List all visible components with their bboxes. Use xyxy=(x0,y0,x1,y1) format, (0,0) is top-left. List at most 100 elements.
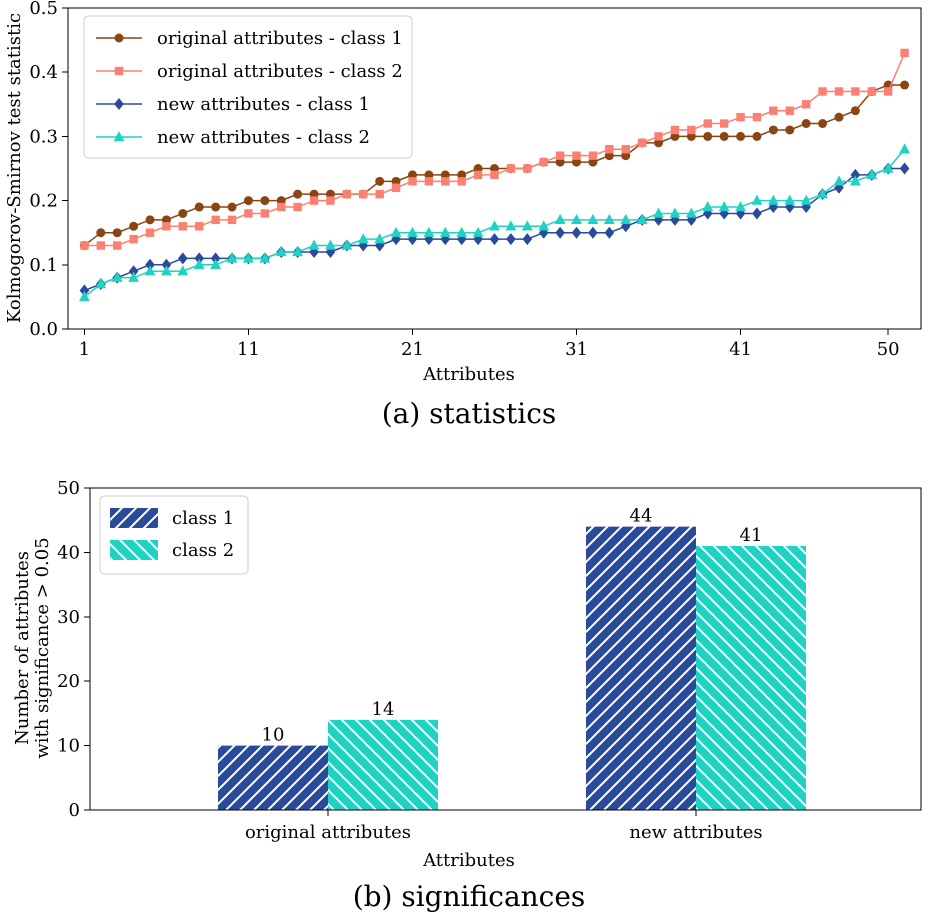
data-point xyxy=(277,202,286,212)
data-point xyxy=(325,239,336,250)
legend-label: new attributes - class 2 xyxy=(157,127,370,148)
x-axis-title: Attributes xyxy=(422,850,515,871)
data-point xyxy=(505,220,517,231)
data-point xyxy=(226,252,238,263)
legend-entry-class-1: class 1 xyxy=(110,508,234,529)
caption-a: (a) statistics xyxy=(382,397,557,430)
data-point xyxy=(785,125,795,135)
y-tick-label: 40 xyxy=(57,542,80,563)
data-point xyxy=(227,215,237,225)
legend-entry-new-attributes-class-2: new attributes - class 2 xyxy=(96,127,370,148)
y-axis-title: Kolmogorov-Smirnov test statistic xyxy=(4,13,25,323)
data-point xyxy=(506,164,516,173)
data-point xyxy=(129,234,138,244)
data-point xyxy=(375,176,385,186)
data-point xyxy=(275,245,287,257)
data-point xyxy=(424,177,434,186)
data-point xyxy=(538,220,550,231)
data-point xyxy=(572,151,581,160)
y-tick-label: 0 xyxy=(69,800,80,821)
data-point xyxy=(636,213,648,225)
data-point xyxy=(79,284,90,297)
data-point xyxy=(637,138,647,148)
data-point xyxy=(752,131,762,141)
data-point xyxy=(817,188,828,199)
axis-ticks: original attributes new attributes 0 10 20 30… xyxy=(57,478,762,843)
data-point xyxy=(243,252,254,263)
data-point xyxy=(621,145,630,154)
y-tick-label: 0.2 xyxy=(29,191,58,212)
legend-entry-original-attributes-class-2: original attributes - class 2 xyxy=(96,61,403,82)
data-point xyxy=(506,233,516,246)
data-point xyxy=(899,162,910,175)
data-point xyxy=(620,213,632,225)
data-point xyxy=(161,265,172,276)
data-point xyxy=(128,271,140,282)
legend-label: original attributes - class 1 xyxy=(157,28,403,49)
data-point xyxy=(702,207,713,220)
data-point xyxy=(375,189,384,199)
bar xyxy=(328,719,438,810)
y-tick-label: 0.1 xyxy=(29,255,58,276)
legend-label: original attributes - class 2 xyxy=(157,61,403,82)
data-point xyxy=(588,151,598,160)
bar xyxy=(696,545,806,810)
data-point xyxy=(603,213,615,225)
data-point xyxy=(719,131,729,141)
data-point xyxy=(326,196,335,205)
y-tick-label: 0.0 xyxy=(29,319,58,340)
data-point xyxy=(178,208,188,218)
data-point xyxy=(341,239,353,250)
y-tick-label: 30 xyxy=(57,607,80,628)
data-point xyxy=(882,162,894,173)
y-tick-label: 50 xyxy=(57,478,80,499)
data-point xyxy=(735,201,746,212)
data-point xyxy=(818,87,827,96)
data-point xyxy=(768,125,778,135)
legend-marker xyxy=(114,66,124,76)
data-point xyxy=(554,213,566,225)
data-point xyxy=(801,119,811,129)
data-point xyxy=(751,194,763,205)
data-point xyxy=(374,233,386,244)
data-point xyxy=(669,207,681,218)
legend-entry-class-2: class 2 xyxy=(110,540,234,561)
legend: class 1 class 2 xyxy=(99,495,249,575)
data-point xyxy=(538,226,549,239)
data-point xyxy=(472,226,484,237)
data-point xyxy=(834,87,844,96)
data-point xyxy=(260,209,270,218)
data-point xyxy=(521,220,533,231)
bar xyxy=(586,526,696,810)
bar-value-label: 10 xyxy=(262,725,285,746)
data-point xyxy=(571,213,582,225)
data-point xyxy=(555,151,565,160)
data-point xyxy=(260,196,270,206)
bar-value-label: 41 xyxy=(740,525,763,546)
plot-frame xyxy=(67,7,922,330)
data-point xyxy=(752,112,762,122)
data-point xyxy=(489,233,500,246)
data-point xyxy=(145,215,155,225)
legend-label: class 2 xyxy=(172,540,234,561)
data-point xyxy=(752,207,762,220)
legend-entry-original-attributes-class-1: original attributes - class 1 xyxy=(96,28,403,49)
data-point xyxy=(408,177,417,186)
y-tick-label: 20 xyxy=(57,671,80,692)
data-point xyxy=(112,228,122,238)
data-point xyxy=(211,202,221,212)
plot-frame xyxy=(89,487,922,811)
data-point xyxy=(292,245,304,257)
data-point xyxy=(80,241,89,250)
data-point xyxy=(719,119,729,128)
data-point xyxy=(587,213,599,225)
y-axis-title-line-2: with significance > 0.05 xyxy=(32,537,53,758)
data-point xyxy=(605,145,614,154)
data-point xyxy=(849,175,861,186)
data-point xyxy=(489,220,500,231)
x-axis-title: Attributes xyxy=(422,364,515,385)
data-point xyxy=(441,177,450,186)
data-point xyxy=(555,226,565,239)
data-point xyxy=(145,258,155,271)
data-point xyxy=(456,226,468,237)
